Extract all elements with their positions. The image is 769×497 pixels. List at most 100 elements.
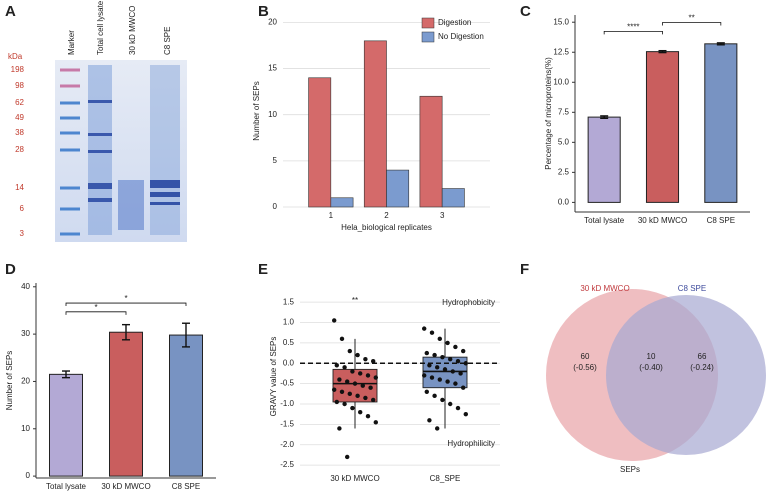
point — [363, 395, 368, 401]
y-tick-label: 15 — [268, 64, 277, 73]
point — [448, 401, 453, 407]
point — [373, 420, 378, 425]
marker-band — [60, 131, 80, 135]
point — [373, 375, 378, 380]
x-tick-label: 30 kD MWCO — [101, 482, 150, 491]
y-tick-label: 10 — [268, 110, 277, 119]
marker-label: 3 — [20, 229, 25, 238]
point — [440, 397, 445, 403]
point — [463, 361, 468, 366]
marker-band — [60, 148, 80, 152]
point — [424, 389, 429, 394]
point — [455, 405, 461, 411]
point — [427, 363, 432, 368]
y-axis-label: Number of SEPs — [5, 351, 14, 411]
y-tick-label: -2.0 — [280, 440, 294, 449]
y-tick-label: 0.5 — [283, 338, 295, 347]
marker-band — [60, 232, 80, 236]
panel-letter: B — [258, 3, 269, 20]
legend-label: Digestion — [438, 18, 471, 27]
marker-label: 28 — [15, 145, 24, 154]
bar — [386, 169, 410, 208]
marker-label: 49 — [15, 113, 24, 122]
bar — [308, 77, 332, 208]
marker-band — [60, 84, 80, 88]
panel-letter: D — [5, 261, 16, 278]
point — [355, 393, 360, 399]
panel-letter: C — [520, 3, 531, 20]
point — [445, 379, 450, 384]
x-tick-label: 2 — [384, 211, 389, 220]
y-tick-label: 20 — [21, 377, 30, 386]
significance-label: * — [124, 294, 127, 303]
marker-label: 6 — [20, 204, 25, 213]
y-tick-label: 12.5 — [553, 47, 569, 56]
region-note: (-0.24) — [690, 363, 714, 372]
y-tick-label: -2.5 — [280, 460, 294, 469]
point — [435, 365, 440, 370]
point — [453, 381, 458, 386]
venn-set — [606, 295, 766, 455]
point — [455, 359, 461, 364]
bar — [441, 188, 465, 208]
point — [437, 377, 442, 382]
bar — [330, 197, 354, 208]
point — [345, 379, 350, 384]
point — [448, 356, 453, 362]
point — [339, 336, 345, 342]
x-tick-label: Total lysate — [584, 216, 625, 225]
point — [350, 405, 355, 411]
y-tick-label: 30 — [21, 329, 30, 338]
significance-label: * — [94, 303, 97, 312]
panel-letter: E — [258, 261, 268, 278]
point — [432, 393, 437, 399]
point — [453, 344, 458, 350]
point — [463, 411, 468, 417]
bar — [419, 95, 443, 208]
point — [339, 389, 345, 394]
significance-label: ** — [352, 296, 358, 305]
point — [435, 426, 440, 431]
point — [368, 385, 373, 390]
lane-band — [88, 183, 112, 189]
y-tick-label: 10.0 — [553, 77, 569, 86]
bar — [109, 331, 143, 477]
region-note: (-0.40) — [639, 363, 663, 372]
lane-label: Total cell lysate — [96, 0, 105, 55]
point — [334, 363, 339, 368]
lane-band — [150, 192, 180, 197]
y-tick-label: 0 — [26, 471, 31, 480]
y-tick-label: 2.5 — [558, 167, 570, 176]
point — [461, 348, 466, 354]
y-tick-label: 5 — [273, 156, 278, 165]
point — [458, 371, 463, 376]
y-tick-label: 20 — [268, 17, 277, 26]
point — [424, 350, 429, 356]
y-tick-label: 1.0 — [283, 318, 295, 327]
region-count: 10 — [647, 352, 656, 361]
marker-label: 14 — [15, 183, 24, 192]
point — [363, 356, 368, 362]
set-label: 30 kD MWCO — [580, 284, 629, 293]
point — [337, 426, 342, 431]
marker-label: 98 — [15, 81, 24, 90]
point — [432, 352, 437, 358]
lane-smear — [150, 65, 180, 235]
lane-label: Marker — [67, 30, 76, 55]
marker-label: 62 — [15, 98, 24, 107]
y-tick-label: 10 — [21, 424, 30, 433]
lane-label: 30 kD MWCO — [128, 6, 137, 55]
set-label: C8 SPE — [678, 284, 706, 293]
y-tick-label: 15.0 — [553, 17, 569, 26]
significance-label: **** — [627, 22, 639, 31]
significance-bracket — [65, 302, 187, 307]
bar — [587, 116, 621, 203]
x-tick-label: C8 SPE — [707, 216, 735, 225]
point — [360, 383, 365, 388]
point — [427, 418, 432, 423]
point — [342, 365, 347, 370]
panel-letter: A — [5, 3, 16, 20]
x-tick-label: 3 — [440, 211, 445, 220]
annotation: Hydrophilicity — [447, 439, 495, 448]
bar — [704, 43, 738, 203]
